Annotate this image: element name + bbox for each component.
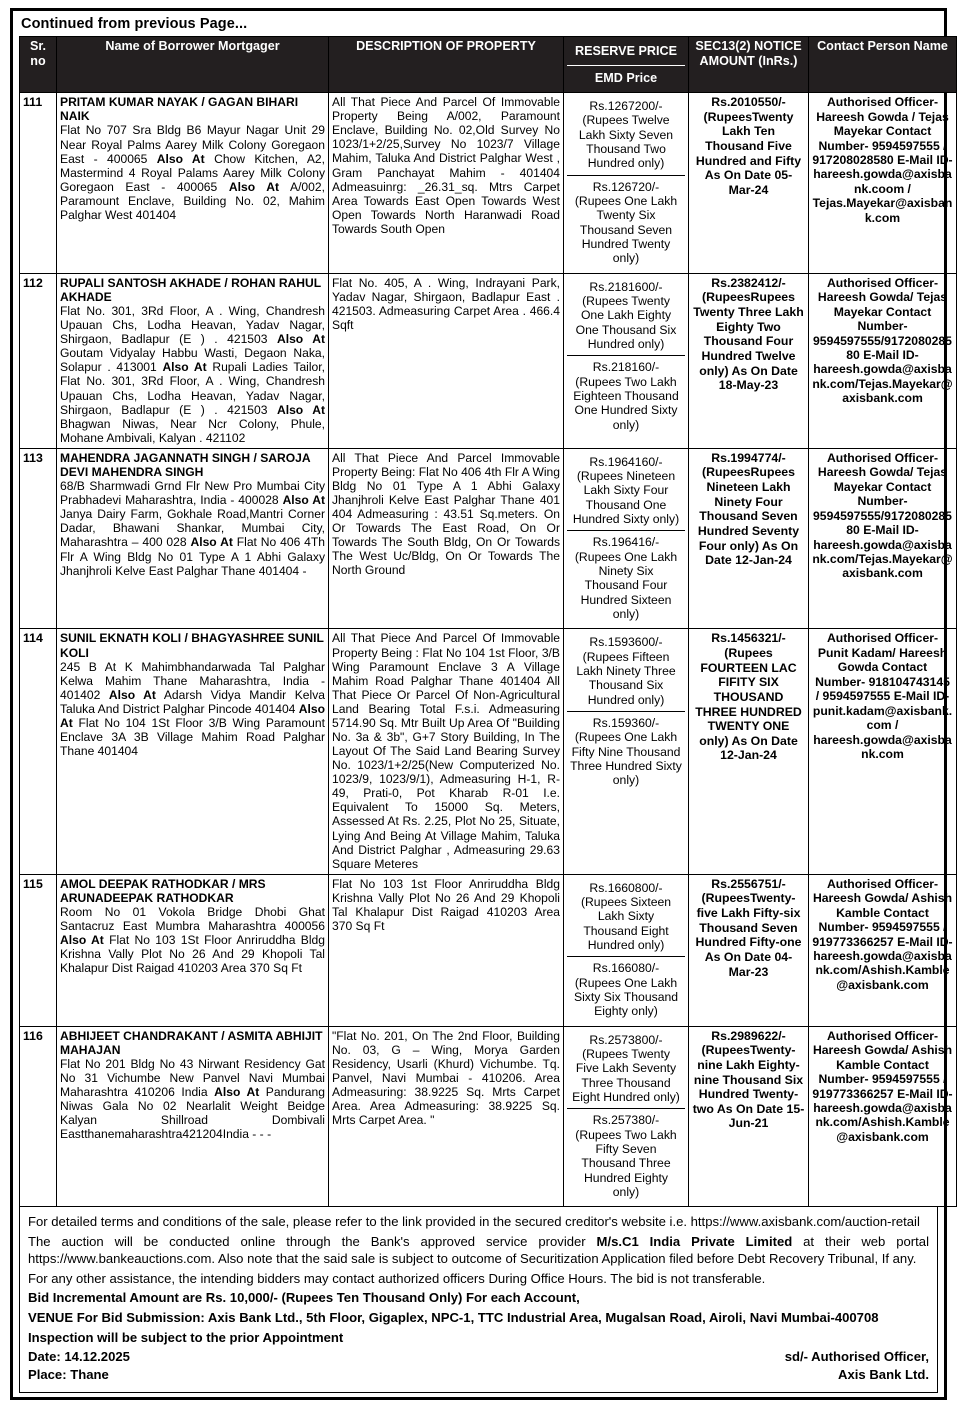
reserve-price-value: Rs.2573800/- (Rupees Twenty Five Lakh Se…	[567, 1029, 685, 1110]
borrower-address: 245 B At K Mahimbhandarwada Tal Palghar …	[60, 659, 325, 759]
cell-borrower-name: ABHIJEET CHANDRAKANT / ASMITA ABHIJIT MA…	[56, 1025, 329, 1208]
cell-reserve-and-emd-price: Rs.1660800/- (Rupees Sixteen Lakh Sixty …	[563, 873, 689, 1027]
notice-footer: For detailed terms and conditions of the…	[19, 1207, 938, 1394]
cell-sec13-notice-amount: Rs.2556751/- (RupeesTwenty-five Lakh Fif…	[688, 873, 809, 1027]
table-row: 112 RUPALI SANTOSH AKHADE / ROHAN RAHUL A…	[19, 272, 957, 449]
column-header-sec13-line1: SEC13(2) NOTICE	[695, 39, 802, 54]
reserve-price-value: Rs.1593600/- (Rupees Fifteen Lakh Ninety…	[567, 631, 685, 713]
cell-contact-person: Authorised Officer- Hareesh Gowda/ Tejas…	[808, 447, 957, 630]
cell-property-description: All That Piece And Parcel Of Immovable P…	[328, 92, 564, 274]
cell-sr-no: 111	[19, 92, 57, 274]
reserve-price-value: Rs.1660800/- (Rupees Sixteen Lakh Sixty …	[567, 877, 685, 958]
column-header-sec13-line2: AMOUNT (InRs.)	[699, 53, 798, 68]
column-header-emd-price: EMD Price	[594, 70, 658, 85]
table-header-row: Sr. no Name of Borrower Mortgager DESCRI…	[19, 36, 957, 94]
table-row: 116 ABHIJEET CHANDRAKANT / ASMITA ABHIJIT…	[19, 1025, 957, 1208]
borrower-title: MAHENDRA JAGANNATH SINGH / SAROJA DEVI M…	[60, 450, 311, 479]
table-body: 111 PRITAM KUMAR NAYAK / GAGAN BIHARI NAI…	[19, 92, 957, 1208]
emd-price-value: Rs.126720/-(Rupees One Lakh Twenty Six T…	[574, 179, 678, 266]
cell-borrower-name: SUNIL EKNATH KOLI / BHAGYASHREE SUNIL KO…	[56, 628, 329, 875]
column-header-description: DESCRIPTION OF PROPERTY	[328, 36, 564, 94]
auction-properties-table: Sr. no Name of Borrower Mortgager DESCRI…	[19, 36, 957, 1208]
cell-property-description: All That Piece And Parcel Of Immovable P…	[328, 628, 564, 875]
notice-frame: Continued from previous Page... Sr. no N…	[10, 8, 957, 1401]
cell-sec13-notice-amount: Rs.2382412/- (RupeesRupees Twenty Three …	[688, 272, 809, 449]
table-row: 114 SUNIL EKNATH KOLI / BHAGYASHREE SUNIL…	[19, 628, 957, 875]
column-header-contact-person: Contact Person Name	[808, 36, 957, 94]
table-row: 115 AMOL DEEPAK RATHODKAR / MRS ARUNADEEP…	[19, 873, 957, 1027]
borrower-title: RUPALI SANTOSH AKHADE / ROHAN RAHUL AKHA…	[60, 275, 321, 304]
cell-sec13-notice-amount: Rs.1456321/- (Rupees FOURTEEN LAC FIFITY…	[688, 628, 809, 875]
emd-price-value: Rs.196416/-(Rupees One Lakh Ninety Six T…	[574, 535, 678, 622]
cell-property-description: Flat No 103 1st Floor Anriruddha Bldg Kr…	[328, 873, 564, 1027]
borrower-address: Room No 01 Vokola Bridge Dhobi Ghat Sant…	[60, 905, 325, 976]
column-header-sr-no-line1: Sr.	[29, 39, 47, 54]
column-header-sec13-notice-amount: SEC13(2) NOTICE AMOUNT (InRs.)	[688, 36, 809, 94]
emd-price-value: Rs.159360/-(Rupees One Lakh Fifty Nine T…	[570, 716, 682, 788]
footer-date-place-block: Date: 14.12.2025 Place: Thane	[28, 1348, 130, 1384]
column-header-reserve-price-group: RESERVE PRICE EMD Price	[563, 36, 689, 94]
footer-sign-line2: Axis Bank Ltd.	[838, 1367, 929, 1383]
cell-reserve-and-emd-price: Rs.1964160/- (Rupees Nineteen Lakh Sixty…	[563, 447, 689, 630]
emd-price-value: Rs.218160/-(Rupees Two Lakh Eighteen Tho…	[573, 360, 679, 432]
cell-sec13-notice-amount: Rs.2989622/- (RupeesTwenty-nine Lakh Eig…	[688, 1025, 809, 1208]
reserve-price-value: Rs.2181600/- (Rupees Twenty One Lakh Eig…	[567, 276, 685, 357]
footer-authorised-officer-block: sd/- Authorised Officer, Axis Bank Ltd.	[785, 1348, 929, 1384]
cell-reserve-and-emd-price: Rs.2181600/- (Rupees Twenty One Lakh Eig…	[563, 272, 689, 449]
cell-borrower-name: PRITAM KUMAR NAYAK / GAGAN BIHARI NAIK Fl…	[56, 92, 329, 274]
borrower-title: AMOL DEEPAK RATHODKAR / MRS ARUNADEEPAK …	[60, 876, 266, 905]
cell-borrower-name: AMOL DEEPAK RATHODKAR / MRS ARUNADEEPAK …	[56, 873, 329, 1027]
borrower-title: SUNIL EKNATH KOLI / BHAGYASHREE SUNIL KO…	[60, 631, 324, 660]
cell-property-description: All That Piece And Parcel Immovable Prop…	[328, 447, 564, 630]
column-header-reserve-price: RESERVE PRICE	[567, 39, 685, 66]
column-header-sr-no: Sr. no	[19, 36, 57, 94]
borrower-address: 68/B Sharmwadi Grnd Flr New Pro Mumbai C…	[60, 479, 326, 578]
column-header-sr-no-line2: no	[30, 53, 46, 68]
cell-borrower-name: RUPALI SANTOSH AKHADE / ROHAN RAHUL AKHA…	[56, 272, 329, 449]
cell-sr-no: 113	[19, 447, 57, 630]
cell-sec13-notice-amount: Rs.2010550/- (RupeesTwenty Lakh Ten Thou…	[688, 92, 809, 274]
cell-contact-person: Authorised Officer- Hareesh Gowda/ Ashis…	[808, 1025, 957, 1208]
borrower-title: PRITAM KUMAR NAYAK / GAGAN BIHARI NAIK	[60, 95, 299, 124]
cell-sr-no: 114	[19, 628, 57, 875]
table-header: Sr. no Name of Borrower Mortgager DESCRI…	[19, 36, 957, 94]
cell-contact-person: Authorised Officer- Punit Kadam/ Hareesh…	[808, 628, 957, 875]
cell-reserve-and-emd-price: Rs.1593600/- (Rupees Fifteen Lakh Ninety…	[563, 628, 689, 875]
reserve-price-value: Rs.1267200/- (Rupees Twelve Lakh Sixty S…	[567, 95, 685, 176]
footer-terms-line: For detailed terms and conditions of the…	[28, 1214, 920, 1230]
borrower-address: Flat No 707 Sra Bldg B6 Mayur Nagar Unit…	[60, 123, 325, 222]
reserve-price-value: Rs.1964160/- (Rupees Nineteen Lakh Sixty…	[567, 451, 685, 532]
footer-signature-row: Date: 14.12.2025 Place: Thane sd/- Autho…	[28, 1348, 929, 1384]
cell-reserve-and-emd-price: Rs.1267200/- (Rupees Twelve Lakh Sixty S…	[563, 92, 689, 274]
borrower-title: ABHIJEET CHANDRAKANT / ASMITA ABHIJIT MA…	[60, 1028, 323, 1057]
table-row: 111 PRITAM KUMAR NAYAK / GAGAN BIHARI NAI…	[19, 92, 957, 274]
cell-sr-no: 116	[19, 1025, 57, 1208]
table-row: 113 MAHENDRA JAGANNATH SINGH / SAROJA DEV…	[19, 447, 957, 630]
cell-sr-no: 112	[19, 272, 57, 449]
cell-borrower-name: MAHENDRA JAGANNATH SINGH / SAROJA DEVI M…	[56, 447, 329, 630]
borrower-address: Flat No. 301, 3Rd Floor, A . Wing, Chand…	[60, 304, 325, 445]
footer-auction-line: The auction will be conducted online thr…	[28, 1233, 929, 1267]
footer-place-line: Place: Thane	[28, 1367, 109, 1383]
footer-bid-increment-line: Bid Incremental Amount are Rs. 10,000/- …	[28, 1290, 580, 1306]
cell-contact-person: Authorised Officer- Hareesh Gowda/ Tejas…	[808, 272, 957, 449]
cell-contact-person: Authorised Officer- Hareesh Gowda/ Ashis…	[808, 873, 957, 1027]
emd-price-value: Rs.257380/-(Rupees Two Lakh Fifty Seven …	[575, 1113, 677, 1199]
emd-price-value: Rs.166080/-(Rupees One Lakh Sixty Six Th…	[573, 961, 679, 1019]
footer-date-line: Date: 14.12.2025	[28, 1349, 130, 1365]
footer-assistance-line: For any other assistance, the intending …	[28, 1270, 766, 1286]
cell-sr-no: 115	[19, 873, 57, 1027]
cell-property-description: Flat No. 405, A . Wing, Indrayani Park, …	[328, 272, 564, 449]
continued-from-previous-page-label: Continued from previous Page...	[21, 16, 248, 32]
cell-contact-person: Authorised Officer- Hareesh Gowda / Teja…	[808, 92, 957, 274]
column-header-borrower-name: Name of Borrower Mortgager	[56, 36, 329, 94]
cell-sec13-notice-amount: Rs.1994774/- (RupeesRupees Nineteen Lakh…	[688, 447, 809, 630]
footer-sign-line1: sd/- Authorised Officer,	[784, 1349, 929, 1365]
cell-property-description: "Flat No. 201, On The 2nd Floor, Buildin…	[328, 1025, 564, 1208]
footer-inspection-line: Inspection will be subject to the prior …	[28, 1329, 344, 1345]
borrower-address: Flat No 201 Bldg No 43 Nirwant Residency…	[60, 1057, 325, 1142]
cell-reserve-and-emd-price: Rs.2573800/- (Rupees Twenty Five Lakh Se…	[563, 1025, 689, 1208]
